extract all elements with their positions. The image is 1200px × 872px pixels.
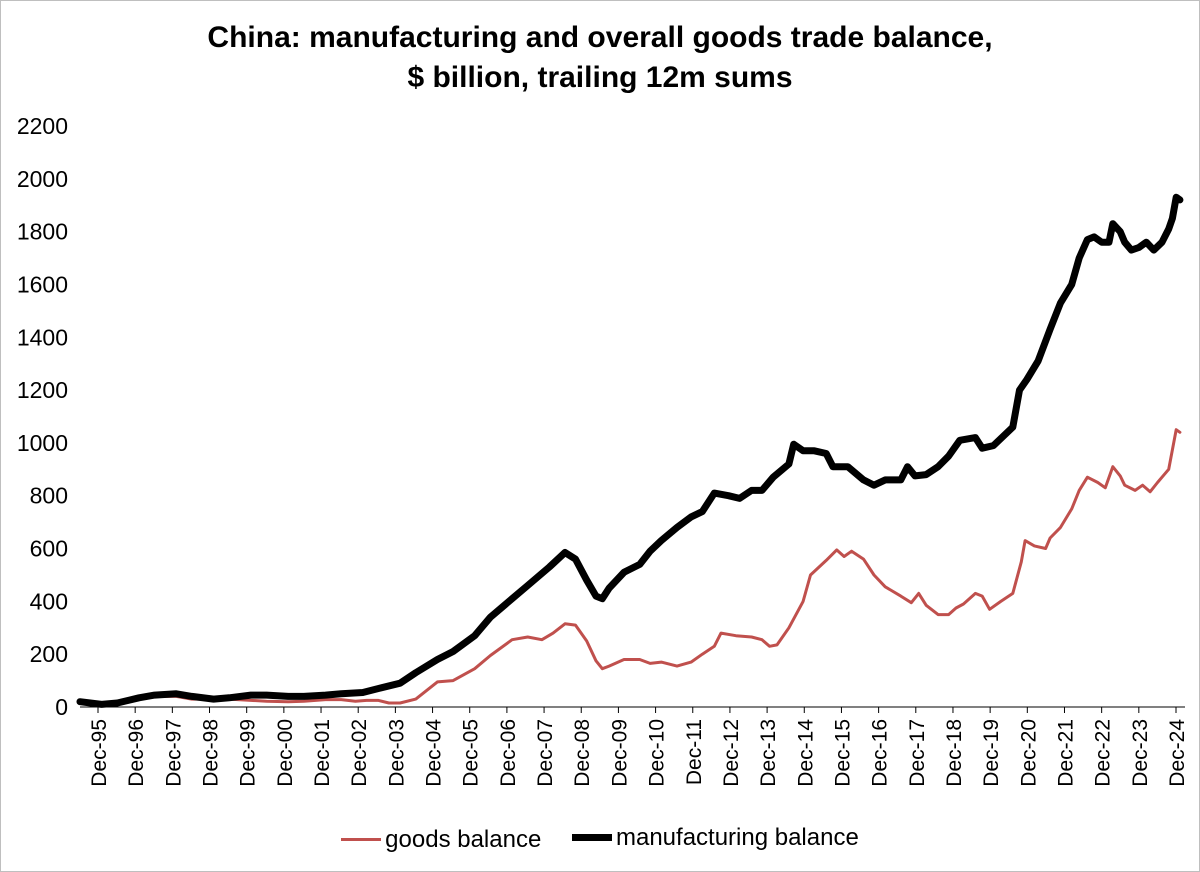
y-tick-label: 400 xyxy=(30,588,68,614)
x-tick-label: Dec-15 xyxy=(831,719,854,787)
y-tick-label: 800 xyxy=(30,483,68,509)
x-tick-label: Dec-19 xyxy=(980,719,1003,787)
x-tick-label: Dec-06 xyxy=(497,719,520,787)
chart-title-line2: $ billion, trailing 12m sums xyxy=(407,61,793,94)
x-tick-label: Dec-22 xyxy=(1092,719,1115,787)
x-tick-label: Dec-12 xyxy=(720,719,743,787)
y-tick-label: 1800 xyxy=(17,219,68,245)
chart-title-line1: China: manufacturing and overall goods t… xyxy=(207,21,993,54)
y-tick-label: 1400 xyxy=(17,324,68,350)
series-line-goods-balance xyxy=(78,428,1182,706)
x-tick-label: Dec-07 xyxy=(534,719,557,787)
x-tick-label: Dec-97 xyxy=(162,719,185,787)
x-tick-label: Dec-99 xyxy=(237,719,260,787)
x-tick-label: Dec-10 xyxy=(646,719,669,787)
legend-label-goods: goods balance xyxy=(385,825,542,853)
series-line-manufacturing-balance xyxy=(76,193,1184,708)
x-tick-label: Dec-16 xyxy=(869,719,892,787)
x-tick-label: Dec-05 xyxy=(460,719,483,787)
x-tick-label: Dec-98 xyxy=(200,719,223,787)
x-tick-label: Dec-24 xyxy=(1166,719,1189,787)
legend-item-goods: goods balance xyxy=(341,826,541,854)
y-tick-label: 200 xyxy=(30,641,68,667)
x-tick-label: Dec-08 xyxy=(571,719,594,787)
y-tick-label: 2000 xyxy=(17,166,68,192)
x-tick-label: Dec-17 xyxy=(906,719,929,787)
y-axis-ticks: 0 200 400 600 800 1000 1200 1400 1600 1800 2000 220… xyxy=(17,113,68,720)
x-tick-label: Dec-18 xyxy=(943,719,966,787)
y-tick-label: 1600 xyxy=(17,271,68,297)
x-axis-ticks: Dec-95 Dec-96 Dec-97 Dec-98 Dec-99 Dec-00 Dec-… xyxy=(88,707,1189,787)
y-tick-label: 1000 xyxy=(17,430,68,456)
x-tick-label: Dec-96 xyxy=(125,719,148,787)
x-tick-label: Dec-13 xyxy=(757,719,780,787)
x-tick-label: Dec-21 xyxy=(1054,719,1077,787)
y-tick-label: 600 xyxy=(30,536,68,562)
legend-swatch-goods xyxy=(341,838,382,841)
x-tick-label: Dec-23 xyxy=(1129,719,1152,787)
legend-swatch-manufacturing xyxy=(571,834,612,841)
x-tick-label: Dec-03 xyxy=(385,719,408,787)
x-tick-label: Dec-11 xyxy=(683,719,706,785)
y-tick-label: 1200 xyxy=(17,377,68,403)
legend: goods balance manufacturing balance xyxy=(0,820,1200,854)
series-layer xyxy=(76,193,1184,708)
legend-label-manufacturing: manufacturing balance xyxy=(615,823,859,851)
chart-title: China: manufacturing and overall goods t… xyxy=(0,18,1200,98)
x-tick-label: Dec-04 xyxy=(423,719,446,787)
x-tick-label: Dec-14 xyxy=(794,719,817,787)
y-tick-label: 2200 xyxy=(17,113,68,139)
x-tick-label: Dec-09 xyxy=(608,719,631,787)
x-tick-label: Dec-95 xyxy=(88,719,111,787)
x-tick-label: Dec-02 xyxy=(348,719,371,787)
legend-item-manufacturing: manufacturing balance xyxy=(571,823,859,852)
x-tick-label: Dec-00 xyxy=(274,719,297,787)
y-tick-label: 0 xyxy=(55,694,68,720)
x-tick-label: Dec-20 xyxy=(1017,719,1040,787)
x-tick-label: Dec-01 xyxy=(311,719,334,787)
